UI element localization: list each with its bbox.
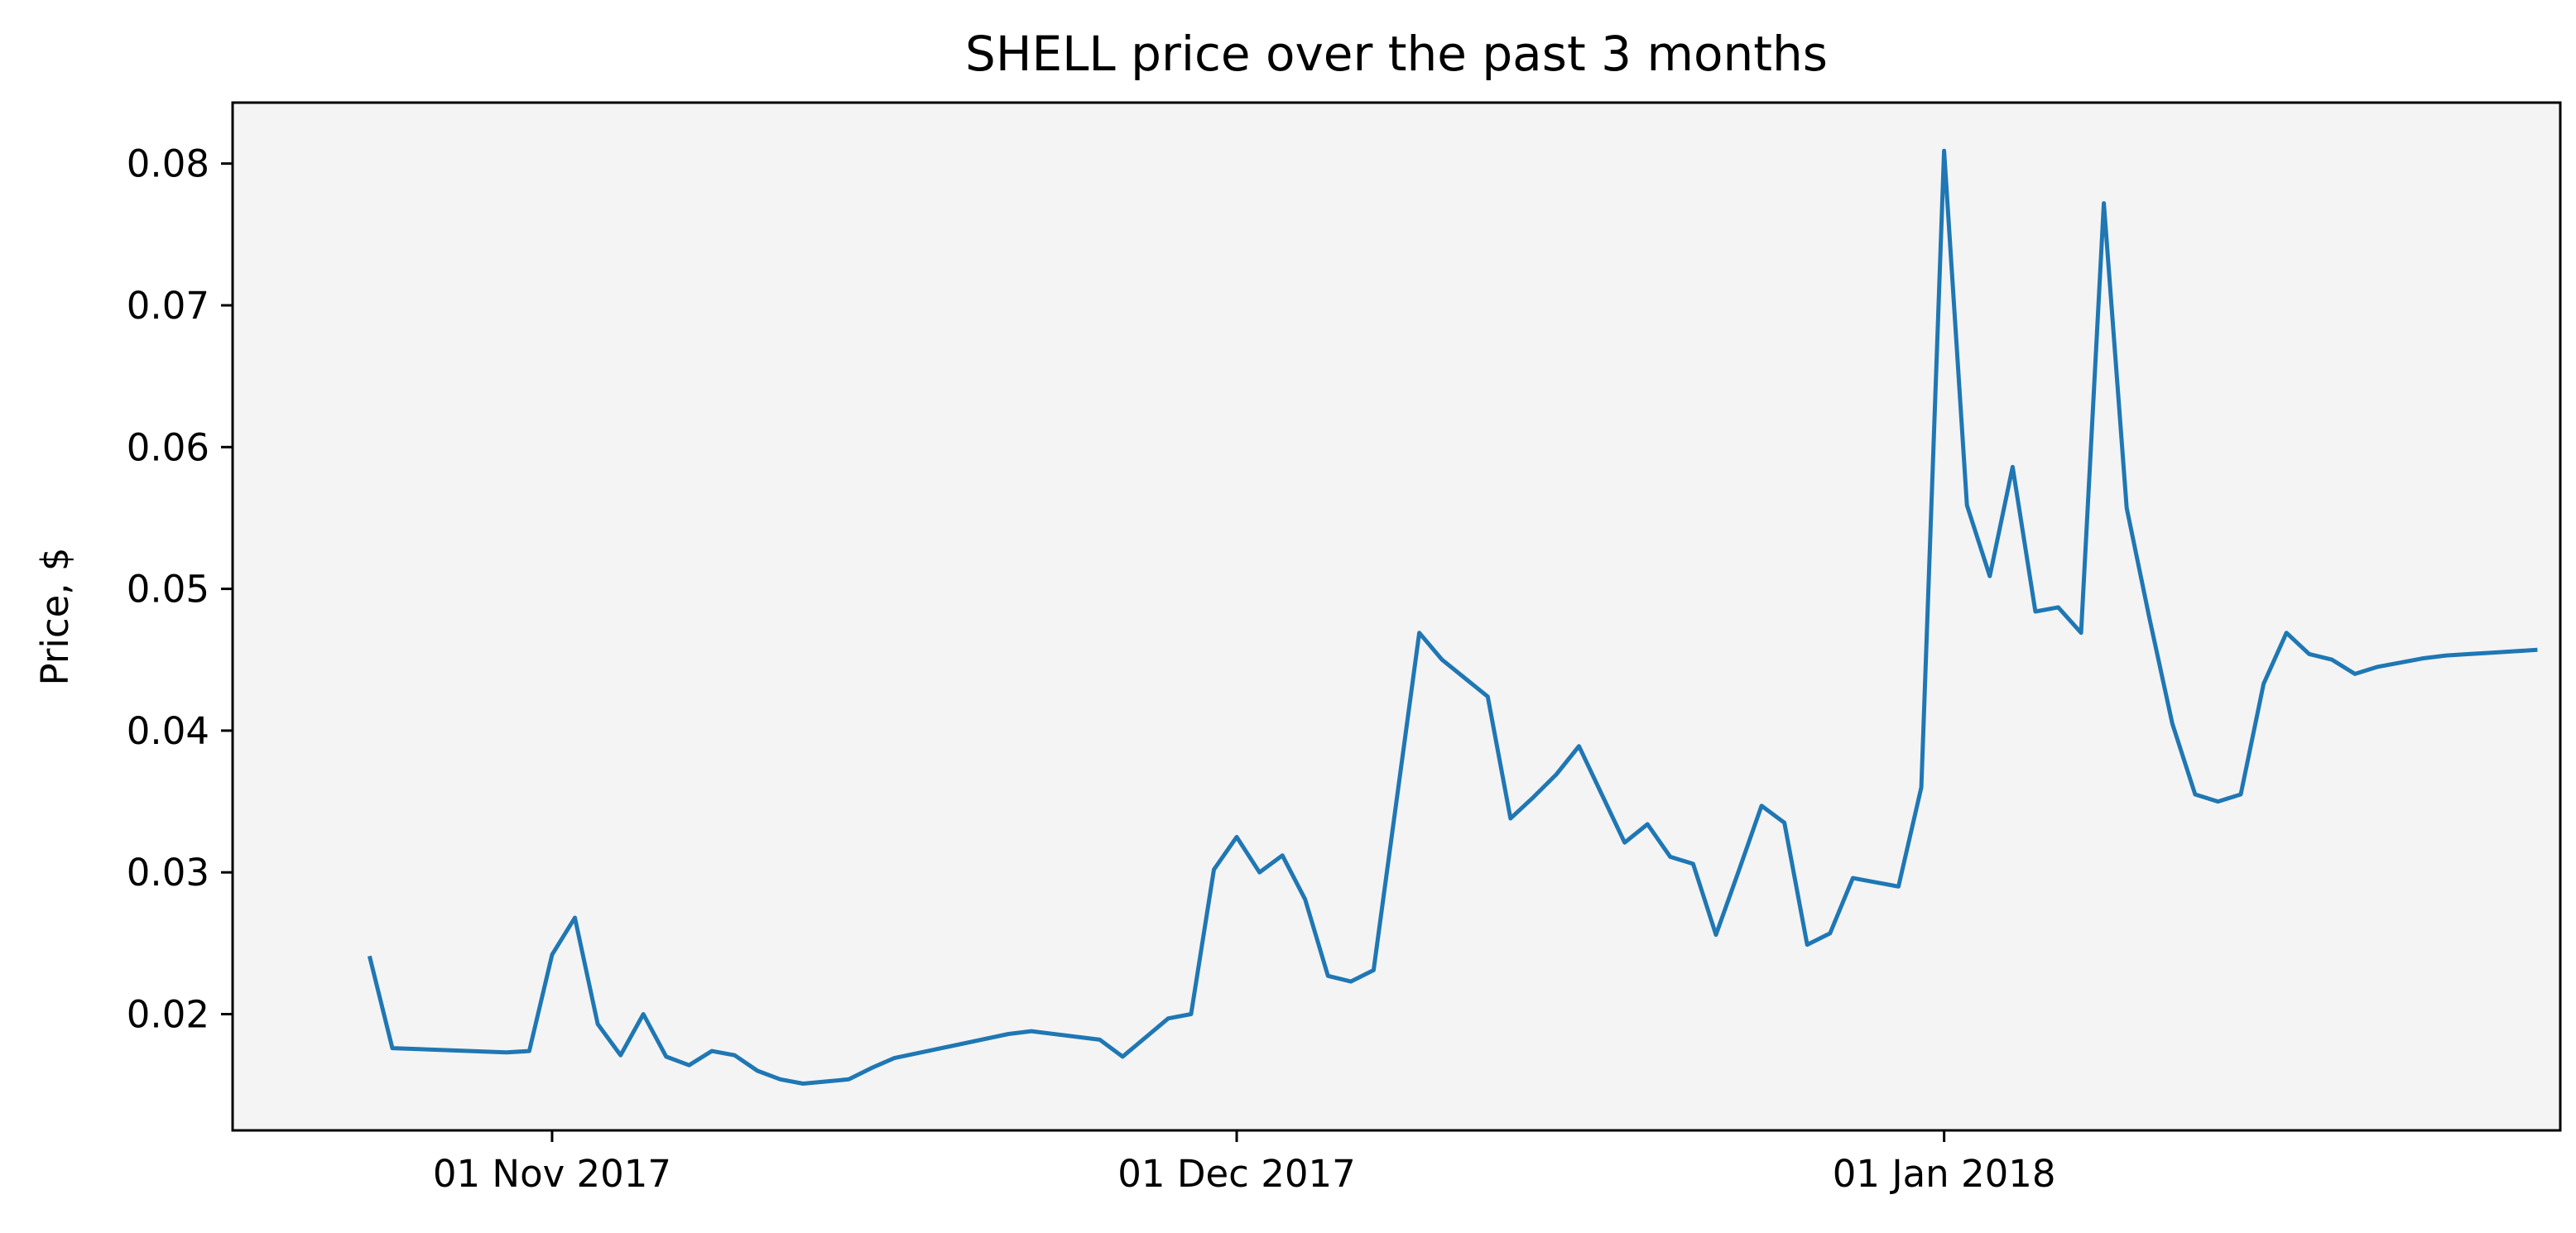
y-tick-label: 0.03 (127, 851, 209, 895)
x-tick-label: 01 Dec 2017 (1117, 1152, 1355, 1196)
x-tick-label: 01 Jan 2018 (1833, 1152, 2056, 1196)
y-axis-ticks: 0.02 0.03 0.04 0.05 0.06 0.07 0.08 (127, 142, 233, 1037)
plot-frame (231, 101, 2562, 1132)
plot-area (233, 103, 2560, 1130)
y-tick-label: 0.08 (127, 142, 209, 186)
chart-title: SHELL price over the past 3 months (965, 26, 1828, 82)
x-tick-label: 01 Nov 2017 (433, 1152, 671, 1196)
y-axis-label: Price, $ (33, 547, 77, 685)
y-tick-label: 0.05 (127, 568, 209, 612)
y-tick-label: 0.02 (127, 993, 209, 1037)
price-series-line (367, 148, 2538, 1086)
y-tick-label: 0.07 (127, 284, 209, 328)
y-tick-label: 0.06 (127, 425, 209, 469)
y-tick-label: 0.04 (127, 709, 209, 753)
x-axis-ticks: 01 Nov 2017 01 Dec 2017 01 Jan 2018 (433, 1130, 2056, 1196)
